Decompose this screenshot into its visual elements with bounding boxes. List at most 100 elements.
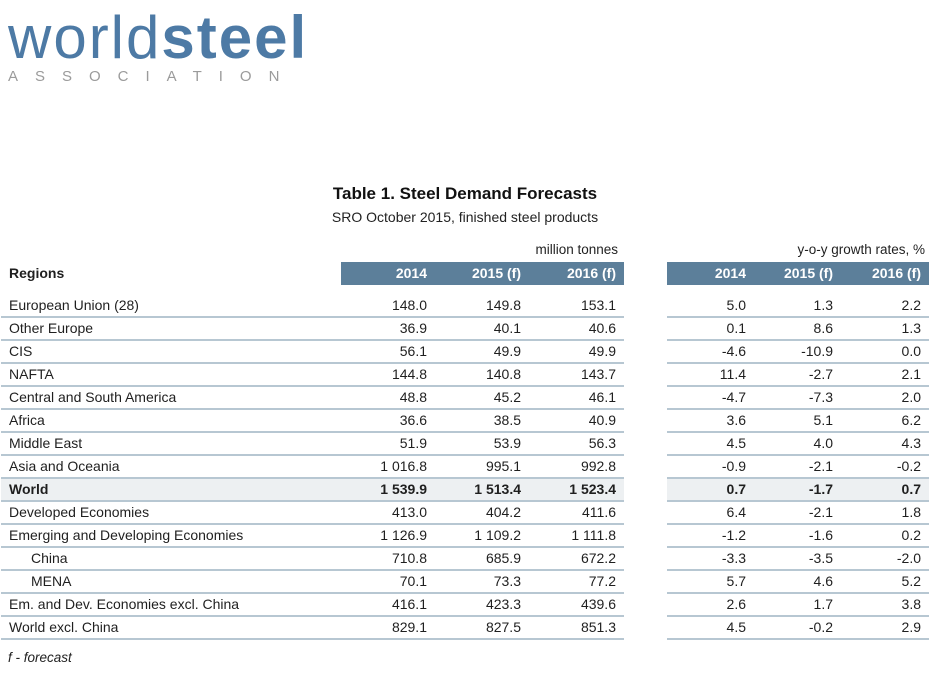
million-tonnes-2016f-cell: 411.6	[529, 502, 624, 525]
million-tonnes-2014-cell: 413.0	[341, 502, 435, 525]
col-header-gr-2015f: 2015 (f)	[754, 262, 841, 285]
table-row: European Union (28) 148.0 149.8 153.1 5.…	[1, 295, 929, 318]
table-row: MENA 70.1 73.3 77.2 5.7 4.6 5.2	[1, 571, 929, 594]
region-cell: China	[1, 548, 341, 571]
units-spacer	[624, 240, 667, 262]
row-spacer	[624, 617, 667, 640]
growth-2015f-cell: -3.5	[754, 548, 841, 571]
million-tonnes-2016f-cell: 1 111.8	[529, 525, 624, 548]
table-title: Table 1. Steel Demand Forecasts	[332, 184, 598, 203]
table-body: European Union (28) 148.0 149.8 153.1 5.…	[1, 295, 929, 640]
million-tonnes-2014-cell: 48.8	[341, 387, 435, 410]
table-row: Asia and Oceania 1 016.8 995.1 992.8 -0.…	[1, 456, 929, 479]
units-empty-cell	[1, 240, 341, 262]
row-spacer	[624, 502, 667, 525]
growth-2016f-cell: 0.7	[841, 479, 929, 502]
row-spacer	[624, 364, 667, 387]
forecast-footnote: f - forecast	[8, 650, 72, 665]
million-tonnes-2016f-cell: 143.7	[529, 364, 624, 387]
growth-2014-cell: 0.1	[667, 318, 754, 341]
million-tonnes-2015f-cell: 685.9	[435, 548, 529, 571]
region-cell: Em. and Dev. Economies excl. China	[1, 594, 341, 617]
growth-2015f-cell: -2.1	[754, 502, 841, 525]
table-row: Developed Economies 413.0 404.2 411.6 6.…	[1, 502, 929, 525]
growth-2014-cell: 5.0	[667, 295, 754, 318]
growth-2015f-cell: 4.0	[754, 433, 841, 456]
col-header-gr-2016f: 2016 (f)	[841, 262, 929, 285]
table-header-row: Regions 2014 2015 (f) 2016 (f) 2014 2015…	[1, 262, 929, 285]
million-tonnes-2016f-cell: 672.2	[529, 548, 624, 571]
col-header-mt-2015f: 2015 (f)	[435, 262, 529, 285]
region-cell: Asia and Oceania	[1, 456, 341, 479]
million-tonnes-2016f-cell: 49.9	[529, 341, 624, 364]
million-tonnes-2016f-cell: 56.3	[529, 433, 624, 456]
table-row: Other Europe 36.9 40.1 40.6 0.1 8.6 1.3	[1, 318, 929, 341]
million-tonnes-2016f-cell: 40.9	[529, 410, 624, 433]
region-cell: European Union (28)	[1, 295, 341, 318]
region-cell: World excl. China	[1, 617, 341, 640]
million-tonnes-2014-cell: 1 126.9	[341, 525, 435, 548]
logo-wordmark: worldsteel	[8, 8, 308, 68]
million-tonnes-2014-cell: 416.1	[341, 594, 435, 617]
growth-2014-cell: -1.2	[667, 525, 754, 548]
million-tonnes-2015f-cell: 40.1	[435, 318, 529, 341]
row-spacer	[624, 387, 667, 410]
row-spacer	[624, 410, 667, 433]
growth-2014-cell: 11.4	[667, 364, 754, 387]
million-tonnes-2014-cell: 51.9	[341, 433, 435, 456]
million-tonnes-2015f-cell: 49.9	[435, 341, 529, 364]
million-tonnes-2014-cell: 70.1	[341, 571, 435, 594]
title-block: Table 1. Steel Demand Forecasts SRO Octo…	[0, 184, 930, 225]
million-tonnes-2014-cell: 36.6	[341, 410, 435, 433]
million-tonnes-2014-cell: 144.8	[341, 364, 435, 387]
million-tonnes-2016f-cell: 153.1	[529, 295, 624, 318]
table-row: Central and South America 48.8 45.2 46.1…	[1, 387, 929, 410]
million-tonnes-2014-cell: 829.1	[341, 617, 435, 640]
region-cell: Africa	[1, 410, 341, 433]
growth-2015f-cell: -2.1	[754, 456, 841, 479]
million-tonnes-2016f-cell: 40.6	[529, 318, 624, 341]
table-row: NAFTA 144.8 140.8 143.7 11.4 -2.7 2.1	[1, 364, 929, 387]
region-cell: World	[1, 479, 341, 502]
million-tonnes-2016f-cell: 992.8	[529, 456, 624, 479]
million-tonnes-2014-cell: 1 539.9	[341, 479, 435, 502]
million-tonnes-2016f-cell: 1 523.4	[529, 479, 624, 502]
million-tonnes-2015f-cell: 45.2	[435, 387, 529, 410]
group-label-growth-rates: y-o-y growth rates, %	[797, 242, 925, 257]
growth-2015f-cell: 4.6	[754, 571, 841, 594]
logo-subtitle: ASSOCIATION	[8, 68, 297, 85]
row-spacer	[624, 525, 667, 548]
row-spacer	[624, 479, 667, 502]
region-cell: MENA	[1, 571, 341, 594]
row-spacer	[624, 456, 667, 479]
growth-2015f-cell: 8.6	[754, 318, 841, 341]
table-row: Africa 36.6 38.5 40.9 3.6 5.1 6.2	[1, 410, 929, 433]
growth-2014-cell: 2.6	[667, 594, 754, 617]
million-tonnes-2015f-cell: 404.2	[435, 502, 529, 525]
growth-2016f-cell: 3.8	[841, 594, 929, 617]
table-row: World 1 539.9 1 513.4 1 523.4 0.7 -1.7 0…	[1, 479, 929, 502]
growth-2015f-cell: 1.3	[754, 295, 841, 318]
growth-2015f-cell: -7.3	[754, 387, 841, 410]
growth-2016f-cell: 6.2	[841, 410, 929, 433]
million-tonnes-2014-cell: 56.1	[341, 341, 435, 364]
growth-2015f-cell: -10.9	[754, 341, 841, 364]
table-subtitle: SRO October 2015, finished steel product…	[331, 209, 599, 225]
million-tonnes-2016f-cell: 851.3	[529, 617, 624, 640]
region-cell: Other Europe	[1, 318, 341, 341]
growth-2015f-cell: 1.7	[754, 594, 841, 617]
growth-2015f-cell: -0.2	[754, 617, 841, 640]
units-row: million tonnes y-o-y growth rates, %	[1, 240, 929, 262]
growth-2016f-cell: 0.0	[841, 341, 929, 364]
growth-2014-cell: 6.4	[667, 502, 754, 525]
growth-2016f-cell: 5.2	[841, 571, 929, 594]
group-label-million-tonnes: million tonnes	[535, 242, 618, 257]
table-row: Em. and Dev. Economies excl. China 416.1…	[1, 594, 929, 617]
million-tonnes-2015f-cell: 1 109.2	[435, 525, 529, 548]
col-header-mt-2014: 2014	[341, 262, 435, 285]
growth-2014-cell: 3.6	[667, 410, 754, 433]
row-spacer	[624, 295, 667, 318]
growth-2014-cell: -4.6	[667, 341, 754, 364]
growth-2016f-cell: 1.8	[841, 502, 929, 525]
